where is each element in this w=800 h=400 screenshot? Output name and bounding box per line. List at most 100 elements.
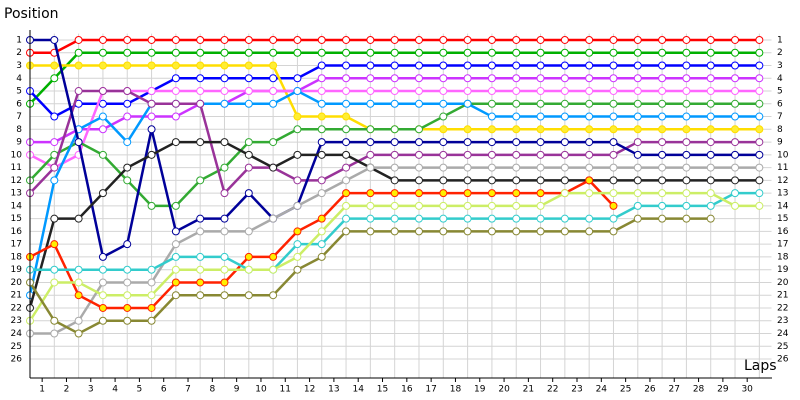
position-marker	[390, 138, 399, 147]
position-marker	[731, 138, 740, 147]
position-marker	[463, 214, 472, 223]
position-marker	[609, 163, 618, 172]
position-marker	[609, 35, 618, 44]
position-marker	[50, 163, 59, 172]
position-marker	[244, 291, 253, 300]
position-marker	[293, 150, 302, 159]
position-marker	[585, 112, 594, 121]
position-marker	[171, 74, 180, 83]
position-marker	[706, 61, 715, 70]
position-marker	[414, 99, 423, 108]
position-marker	[147, 291, 156, 300]
position-marker	[342, 189, 351, 198]
position-marker	[682, 99, 691, 108]
y-tick-label: 19	[11, 265, 23, 275]
position-marker	[414, 61, 423, 70]
position-marker	[560, 35, 569, 44]
position-marker	[682, 112, 691, 121]
position-marker	[439, 163, 448, 172]
y-tick-label: 18	[11, 252, 23, 262]
position-marker	[560, 163, 569, 172]
x-tick-label: 7	[185, 385, 191, 395]
position-marker	[317, 61, 326, 70]
position-marker	[658, 138, 667, 147]
y-tick-label-right: 17	[777, 240, 788, 250]
position-marker	[220, 48, 229, 57]
position-marker	[98, 316, 107, 325]
position-marker	[123, 291, 132, 300]
position-marker	[317, 189, 326, 198]
position-marker	[317, 99, 326, 108]
y-axis-title: Position	[4, 6, 59, 22]
x-tick-label: 13	[328, 385, 339, 395]
position-marker	[463, 176, 472, 185]
position-marker	[512, 61, 521, 70]
position-marker	[463, 125, 472, 134]
y-tick-label-right: 13	[777, 189, 788, 199]
position-marker	[487, 201, 496, 210]
position-marker	[293, 125, 302, 134]
position-marker	[342, 61, 351, 70]
y-tick-label: 25	[11, 342, 22, 352]
position-marker	[98, 265, 107, 274]
position-marker	[512, 176, 521, 185]
position-marker	[414, 138, 423, 147]
x-tick-label: 15	[377, 385, 388, 395]
position-marker	[147, 303, 156, 312]
position-marker	[220, 163, 229, 172]
position-marker	[293, 112, 302, 121]
y-tick-label-right: 3	[777, 61, 783, 71]
y-tick-label: 10	[11, 150, 23, 160]
position-marker	[317, 35, 326, 44]
position-marker	[560, 189, 569, 198]
position-marker	[682, 138, 691, 147]
position-marker	[98, 112, 107, 121]
position-marker	[196, 61, 205, 70]
position-marker	[147, 316, 156, 325]
position-marker	[123, 176, 132, 185]
position-marker	[682, 214, 691, 223]
position-marker	[585, 176, 594, 185]
position-marker	[512, 189, 521, 198]
y-tick-label: 14	[11, 201, 23, 211]
position-marker	[414, 87, 423, 96]
position-marker	[585, 138, 594, 147]
x-tick-label: 28	[693, 385, 705, 395]
position-marker	[147, 48, 156, 57]
position-marker	[317, 240, 326, 249]
position-marker	[220, 35, 229, 44]
position-marker	[317, 138, 326, 147]
position-marker	[536, 35, 545, 44]
position-marker	[512, 125, 521, 134]
position-marker	[390, 48, 399, 57]
position-marker	[50, 240, 59, 249]
y-tick-label-right: 15	[777, 214, 788, 224]
position-marker	[487, 112, 496, 121]
position-marker	[731, 163, 740, 172]
position-marker	[585, 163, 594, 172]
position-marker	[414, 48, 423, 57]
x-tick-label: 11	[280, 385, 291, 395]
position-marker	[536, 112, 545, 121]
position-marker	[342, 112, 351, 121]
position-marker	[293, 227, 302, 236]
position-marker	[487, 74, 496, 83]
series-lines	[26, 35, 764, 338]
position-marker	[706, 112, 715, 121]
position-marker	[220, 291, 229, 300]
y-tick-label: 24	[11, 329, 23, 339]
position-marker	[414, 214, 423, 223]
position-marker	[147, 125, 156, 134]
position-marker	[706, 163, 715, 172]
position-marker	[98, 61, 107, 70]
position-marker	[585, 35, 594, 44]
position-marker	[731, 189, 740, 198]
position-marker	[147, 201, 156, 210]
position-marker	[512, 99, 521, 108]
position-marker	[123, 48, 132, 57]
position-marker	[439, 201, 448, 210]
x-tick-label: 5	[137, 385, 143, 395]
y-tick-label-right: 22	[777, 303, 788, 313]
y-tick-label-right: 16	[777, 227, 789, 237]
position-marker	[98, 150, 107, 159]
